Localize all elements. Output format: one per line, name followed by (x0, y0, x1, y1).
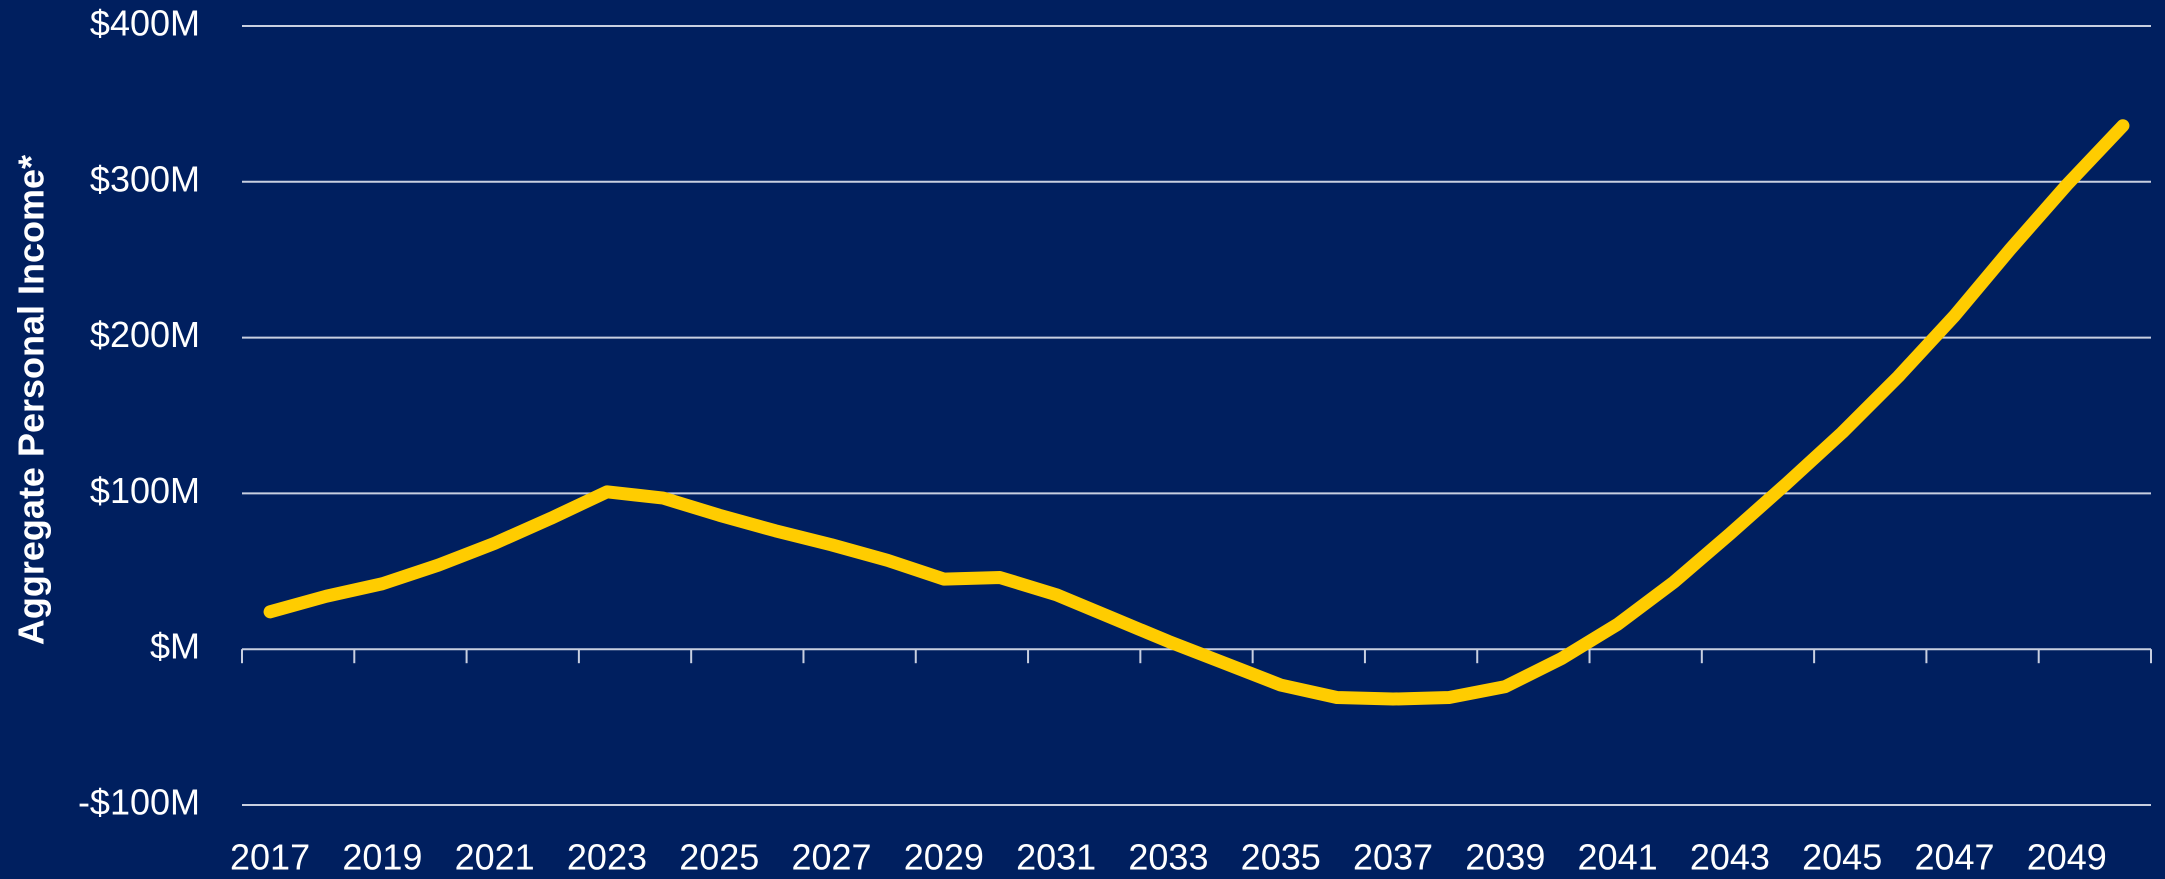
y-tick-label: $M (150, 626, 200, 667)
x-tick-label: 2031 (1016, 837, 1096, 878)
x-tick-label: 2029 (904, 837, 984, 878)
x-tick-label: 2043 (1690, 837, 1770, 878)
x-tick-label: 2033 (1128, 837, 1208, 878)
x-tick-label: 2025 (679, 837, 759, 878)
y-tick-label: $200M (90, 314, 200, 355)
y-tick-label: $100M (90, 470, 200, 511)
x-tick-label: 2041 (1578, 837, 1658, 878)
y-tick-label: -$100M (78, 782, 200, 823)
x-tick-label: 2017 (230, 837, 310, 878)
y-tick-label: $400M (90, 3, 200, 44)
x-tick-label: 2027 (791, 837, 871, 878)
x-tick-label: 2023 (567, 837, 647, 878)
x-tick-label: 2047 (1914, 837, 1994, 878)
x-tick-label: 2045 (1802, 837, 1882, 878)
x-tick-label: 2021 (455, 837, 535, 878)
y-tick-label: $300M (90, 158, 200, 199)
x-tick-label: 2037 (1353, 837, 1433, 878)
x-tick-label: 2019 (342, 837, 422, 878)
x-tick-label: 2035 (1241, 837, 1321, 878)
x-tick-label: 2039 (1465, 837, 1545, 878)
y-axis-label: Aggregate Personal Income* (11, 155, 52, 645)
data-line (263, 119, 2130, 706)
x-tick-label: 2049 (2027, 837, 2107, 878)
